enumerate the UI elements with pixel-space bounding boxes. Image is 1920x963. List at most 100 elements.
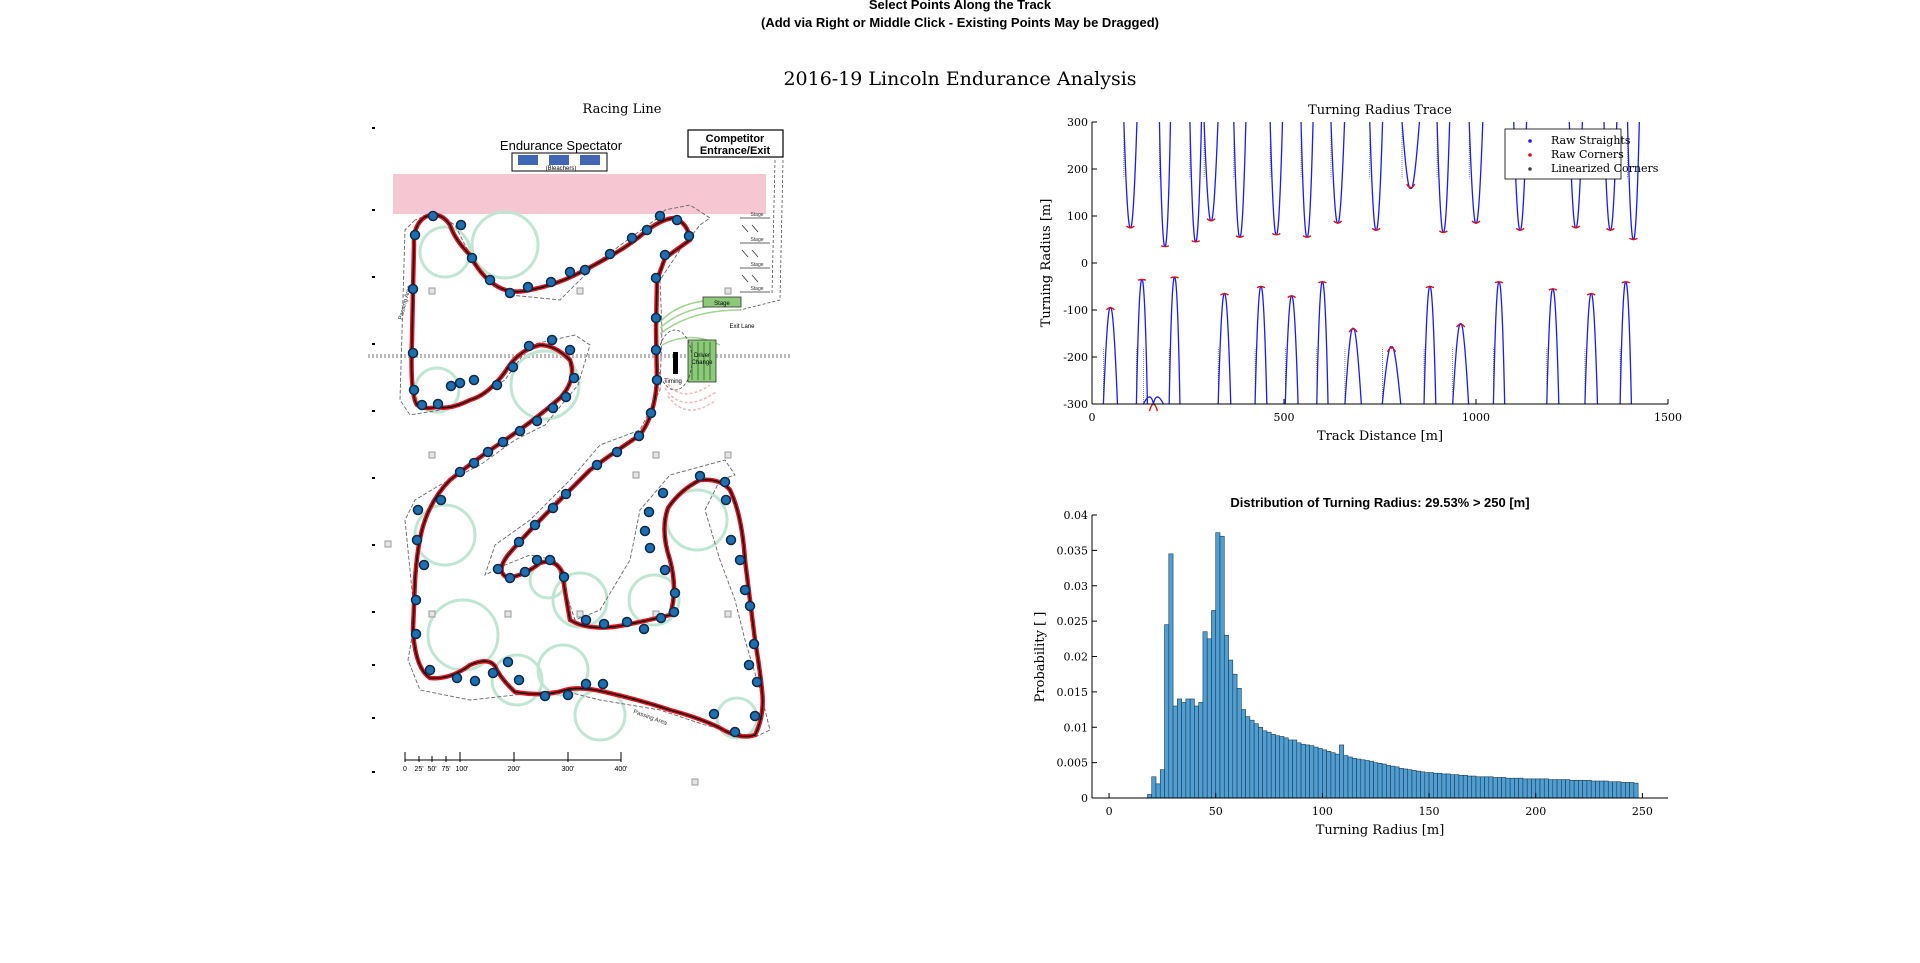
track-point[interactable] (409, 229, 421, 241)
track-point[interactable] (659, 564, 671, 576)
track-point[interactable] (513, 674, 525, 686)
histogram-panel[interactable]: 0 50 100 150 200 250 0 0.005 0.01 0.015 0.02 0.025 0… (1033, 495, 1668, 838)
track-point[interactable] (650, 344, 662, 356)
track-point[interactable] (729, 726, 741, 738)
track-point[interactable] (683, 230, 695, 242)
track-point[interactable] (639, 525, 651, 537)
track-point[interactable] (626, 232, 638, 244)
track-point[interactable] (424, 664, 436, 676)
track-point[interactable] (739, 584, 751, 596)
track-point[interactable] (482, 446, 494, 458)
track-point[interactable] (621, 616, 633, 628)
track-point[interactable] (558, 571, 570, 583)
track-point[interactable] (654, 210, 666, 222)
track-point[interactable] (650, 272, 662, 284)
track-point[interactable] (650, 312, 662, 324)
track-point[interactable] (597, 678, 609, 690)
track-point[interactable] (466, 252, 478, 264)
track-point[interactable] (547, 402, 559, 414)
track-point[interactable] (694, 470, 706, 482)
track-point[interactable] (591, 459, 603, 471)
track-point[interactable] (633, 430, 645, 442)
track-point[interactable] (531, 554, 543, 566)
track-point[interactable] (491, 379, 503, 391)
track-point[interactable] (720, 494, 732, 506)
track-point[interactable] (454, 466, 466, 478)
track-point[interactable] (598, 618, 610, 630)
track-point[interactable] (579, 264, 591, 276)
track-point[interactable] (435, 494, 447, 506)
track-point[interactable] (504, 572, 516, 584)
track-point[interactable] (411, 534, 423, 546)
track-point[interactable] (432, 398, 444, 410)
track-point[interactable] (514, 425, 526, 437)
track-point[interactable] (412, 504, 424, 516)
track-point[interactable] (580, 678, 592, 690)
trace-panel[interactable]: 0 500 1000 1500 -300 -200 -100 0 100 200 300 Turni… (1039, 103, 1682, 444)
track-point[interactable] (604, 248, 616, 260)
racing-line-panel[interactable]: Racing Line (368, 102, 790, 786)
track-point[interactable] (743, 659, 755, 671)
track-points[interactable] (407, 210, 763, 738)
track-point[interactable] (454, 377, 466, 389)
track-point[interactable] (744, 600, 756, 612)
track-point[interactable] (502, 656, 514, 668)
track-point[interactable] (418, 559, 430, 571)
track-point[interactable] (611, 446, 623, 458)
track-point[interactable] (638, 623, 650, 635)
track-point[interactable] (451, 672, 463, 684)
track-point[interactable] (487, 667, 499, 679)
track-point[interactable] (749, 710, 761, 722)
track-point[interactable] (455, 219, 467, 231)
track-point[interactable] (410, 594, 422, 606)
track-point[interactable] (659, 249, 671, 261)
track-point[interactable] (719, 476, 731, 488)
track-point[interactable] (408, 384, 420, 396)
track-point[interactable] (407, 283, 419, 295)
track-point[interactable] (671, 214, 683, 226)
track-point[interactable] (410, 628, 422, 640)
track-point[interactable] (560, 391, 572, 403)
track-point[interactable] (568, 372, 580, 384)
track-point[interactable] (725, 534, 737, 546)
track-point[interactable] (492, 563, 504, 575)
track-point[interactable] (468, 374, 480, 386)
track-point[interactable] (734, 554, 746, 566)
track-point[interactable] (668, 606, 680, 618)
track-point[interactable] (407, 347, 419, 359)
track-point[interactable] (504, 287, 516, 299)
track-point[interactable] (564, 266, 576, 278)
track-point[interactable] (564, 344, 576, 356)
track-point[interactable] (531, 415, 543, 427)
track-point[interactable] (522, 281, 534, 293)
track-point[interactable] (748, 638, 760, 650)
track-point[interactable] (539, 690, 551, 702)
track-point[interactable] (427, 210, 439, 222)
track-point[interactable] (468, 457, 480, 469)
track-point[interactable] (651, 374, 663, 386)
track-point[interactable] (643, 506, 655, 518)
track-point[interactable] (507, 361, 519, 373)
track-point[interactable] (657, 487, 669, 499)
track-point[interactable] (545, 276, 557, 288)
track-point[interactable] (497, 436, 509, 448)
track-point[interactable] (523, 340, 535, 352)
track-point[interactable] (655, 612, 667, 624)
track-point[interactable] (445, 380, 457, 392)
track-point[interactable] (708, 708, 720, 720)
track-point[interactable] (644, 542, 656, 554)
track-point[interactable] (529, 519, 541, 531)
track-point[interactable] (669, 587, 681, 599)
track-point[interactable] (751, 676, 763, 688)
track-point[interactable] (416, 399, 428, 411)
track-point[interactable] (546, 334, 558, 346)
track-point[interactable] (547, 502, 559, 514)
track-point[interactable] (469, 675, 481, 687)
track-point[interactable] (560, 488, 572, 500)
track-point[interactable] (544, 554, 556, 566)
track-point[interactable] (519, 566, 531, 578)
track-point[interactable] (645, 407, 657, 419)
track-point[interactable] (580, 614, 592, 626)
track-point[interactable] (641, 224, 653, 236)
track-point[interactable] (513, 536, 525, 548)
